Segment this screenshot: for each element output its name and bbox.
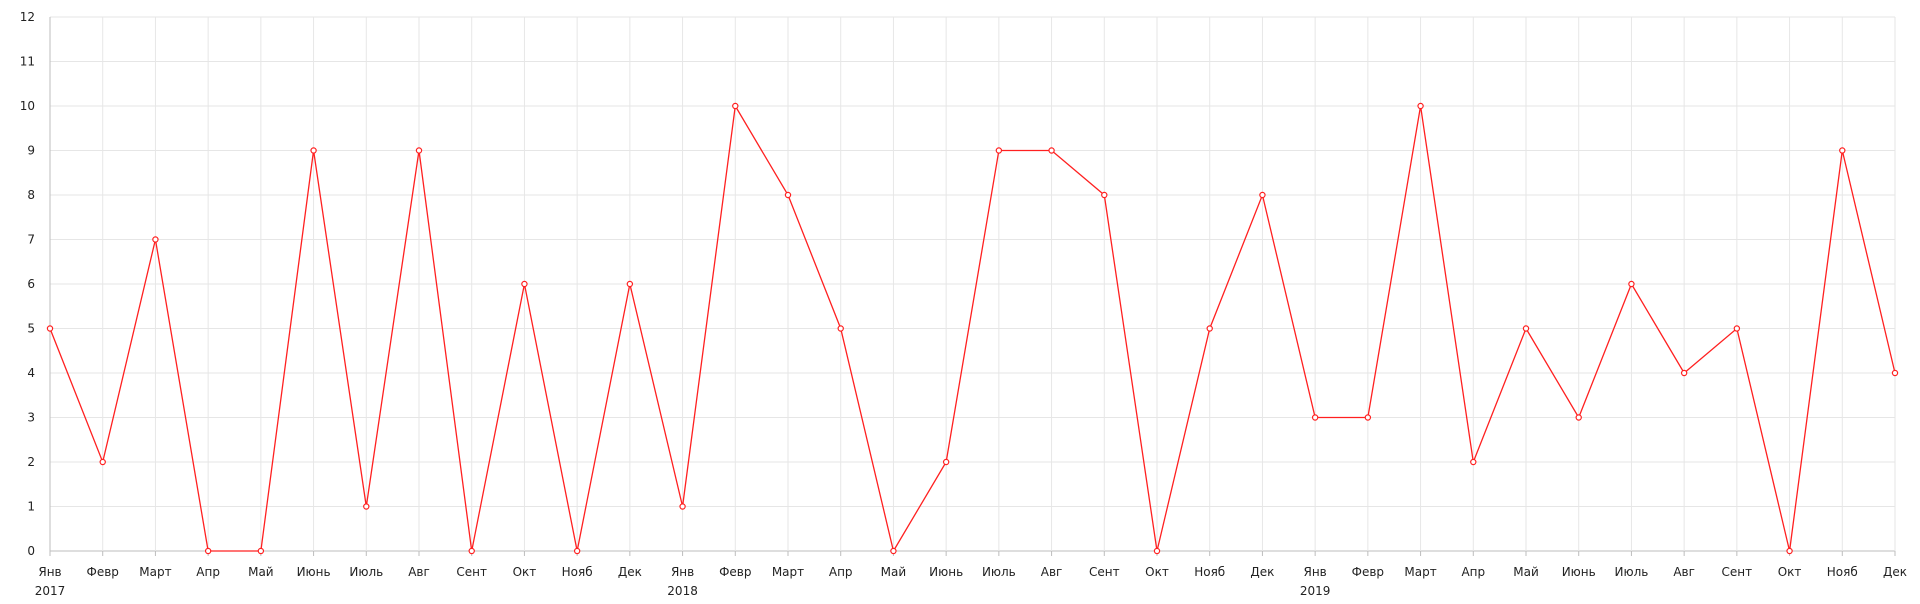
x-tick-label: Дек	[618, 565, 642, 579]
data-point	[679, 503, 686, 510]
x-tick-label: Апр	[1461, 565, 1485, 579]
data-point	[204, 547, 212, 555]
x-tick-label: Сент	[1722, 565, 1753, 579]
x-tick-label: Июнь	[1562, 565, 1596, 579]
data-point	[257, 547, 265, 555]
y-tick-label: 2	[27, 455, 35, 469]
data-point	[1417, 102, 1424, 110]
series-line	[49, 104, 1896, 553]
x-tick-label: Март	[1404, 565, 1436, 579]
x-tick-label: Июнь	[929, 565, 963, 579]
x-tick-label: Февр	[719, 565, 751, 579]
x-tick-label: Февр	[87, 565, 119, 579]
x-tick-label: Нояб	[562, 565, 593, 579]
data-point	[626, 280, 634, 288]
series-layer	[49, 104, 1896, 553]
x-tick-label: Февр	[1352, 565, 1384, 579]
data-point	[573, 547, 581, 555]
data-point	[1101, 191, 1108, 199]
data-point	[99, 458, 106, 466]
x-tick-label: Янв	[1304, 565, 1327, 579]
x-tick-label: Июнь	[297, 565, 331, 579]
x-tick-label: Янв	[671, 565, 694, 579]
data-point	[363, 503, 370, 510]
y-tick-label: 5	[27, 322, 35, 336]
y-tick-label: 3	[27, 411, 35, 425]
x-tick-label: Сент	[456, 565, 487, 579]
y-tick-label: 4	[27, 366, 35, 380]
data-point	[46, 325, 54, 332]
x-tick-label: Март	[139, 565, 171, 579]
x-tick-label: Окт	[1778, 565, 1802, 579]
x-year-label: 2019	[1300, 584, 1331, 598]
data-point	[1891, 369, 1899, 377]
data-point	[1628, 280, 1635, 288]
x-tick-label: Май	[1513, 565, 1539, 579]
y-tick-label: 8	[27, 188, 35, 202]
x-tick-label: Нояб	[1827, 565, 1858, 579]
y-tick-label: 6	[27, 277, 35, 291]
y-tick-label: 9	[27, 144, 35, 158]
data-point	[784, 191, 792, 199]
data-point	[1470, 458, 1477, 466]
x-tick-label: Сент	[1089, 565, 1120, 579]
data-point	[942, 458, 950, 466]
data-point	[890, 547, 897, 555]
grid	[49, 16, 1896, 552]
y-tick-label: 11	[20, 55, 35, 69]
x-year-label: 2017	[35, 584, 66, 598]
data-point	[837, 325, 844, 332]
x-tick-label: Дек	[1250, 565, 1274, 579]
data-point	[1680, 369, 1688, 377]
data-point	[1364, 414, 1372, 421]
data-point	[1839, 147, 1846, 154]
data-point	[1522, 325, 1530, 332]
x-tick-label: Авг	[408, 565, 430, 579]
y-tick-label: 0	[27, 544, 35, 558]
data-point	[1259, 191, 1266, 199]
x-tick-label: Авг	[1673, 565, 1695, 579]
data-point	[1153, 547, 1161, 555]
x-tick-label: Июль	[982, 565, 1016, 579]
x-tick-label: Июль	[349, 565, 383, 579]
x-year-label: 2018	[667, 584, 698, 598]
x-tick-label: Апр	[196, 565, 220, 579]
y-tick-label: 1	[27, 500, 35, 514]
y-tick-label: 12	[20, 10, 35, 24]
x-tick-label: Янв	[38, 565, 61, 579]
x-tick-label: Авг	[1041, 565, 1063, 579]
x-tick-label: Июль	[1615, 565, 1649, 579]
data-point	[1733, 325, 1741, 332]
x-tick-label: Март	[772, 565, 804, 579]
x-tick-label: Май	[248, 565, 274, 579]
data-point	[1206, 325, 1213, 332]
data-point	[310, 147, 317, 154]
x-tick-label: Окт	[513, 565, 537, 579]
y-tick-label: 10	[20, 99, 35, 113]
data-point	[732, 102, 739, 110]
markers-layer	[46, 102, 1899, 555]
x-tick-label: Май	[881, 565, 907, 579]
data-point	[415, 147, 423, 154]
data-point	[995, 147, 1003, 154]
x-tick-label: Дек	[1883, 565, 1907, 579]
data-point	[521, 280, 528, 288]
data-point	[468, 547, 475, 555]
data-point	[152, 236, 159, 243]
x-tick-label: Апр	[829, 565, 853, 579]
x-tick-label: Окт	[1145, 565, 1169, 579]
y-tick-label: 7	[27, 233, 35, 247]
data-point	[1786, 547, 1793, 555]
data-point	[1575, 414, 1582, 421]
data-point	[1048, 147, 1055, 154]
data-point	[1311, 414, 1319, 421]
x-tick-label: Нояб	[1194, 565, 1225, 579]
